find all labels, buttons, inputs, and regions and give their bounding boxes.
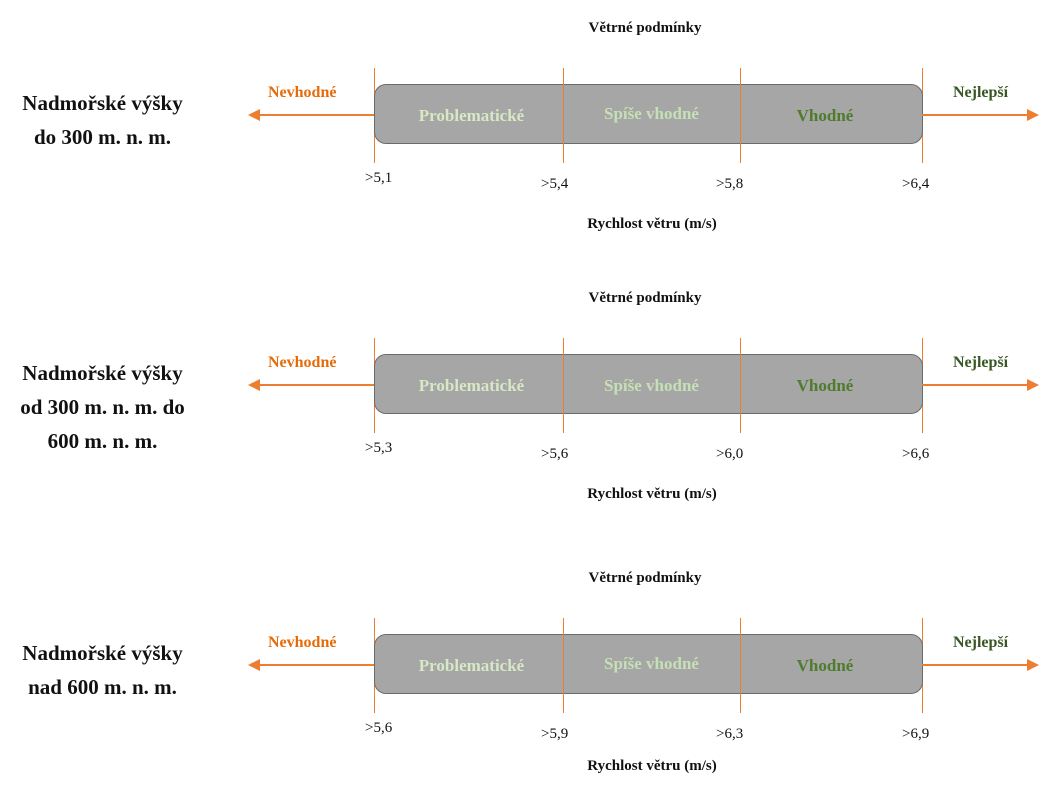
tick-label: >6,6 — [902, 446, 930, 462]
condition-bar — [374, 84, 923, 144]
segment-divider-2 — [740, 84, 741, 144]
tick-label: >6,9 — [902, 726, 930, 742]
altitude-label-line: 600 m. n. m. — [47, 429, 158, 453]
tick-label: >5,6 — [365, 720, 393, 736]
panel-altitude-over-600: Větrné podmínky Nadmořské výšky nad 600 … — [0, 550, 1039, 812]
tick-label: >6,0 — [716, 446, 744, 462]
tick-label: >6,4 — [902, 176, 930, 192]
segment-problematicke: Problematické — [418, 656, 525, 675]
altitude-label-line: od 300 m. n. m. do — [20, 395, 185, 419]
altitude-label-line: Nadmořské výšky — [22, 361, 183, 385]
label-nejlepsi: Nejlepší — [953, 634, 1009, 651]
segment-divider-2 — [740, 634, 741, 694]
axis-title: Rychlost větru (m/s) — [587, 486, 717, 502]
tick-label: >5,1 — [365, 170, 393, 186]
altitude-label-line: Nadmořské výšky — [22, 641, 183, 665]
altitude-label-line: nad 600 m. n. m. — [28, 675, 177, 699]
tick-label: >6,3 — [716, 726, 744, 742]
tick-label: >5,8 — [716, 176, 744, 192]
tick-label: >5,6 — [541, 446, 569, 462]
arrow-right-head-icon — [1027, 379, 1039, 391]
axis-title: Rychlost větru (m/s) — [587, 216, 717, 232]
panel-altitude-up-to-300: Větrné podmínky Nadmořské výšky do 300 m… — [0, 0, 1039, 262]
panel-altitude-300-to-600: Větrné podmínky Nadmořské výšky od 300 m… — [0, 270, 1039, 532]
arrow-right-line — [922, 114, 1030, 116]
arrow-left-head-icon — [248, 659, 260, 671]
altitude-label-line: Nadmořské výšky — [22, 91, 183, 115]
arrow-left-line — [258, 384, 374, 386]
panel-heading: Větrné podmínky — [588, 20, 702, 36]
segment-spise-vhodne: Spíše vhodné — [604, 104, 699, 123]
altitude-label: Nadmořské výšky od 300 m. n. m. do 600 m… — [0, 356, 205, 458]
arrow-left-line — [258, 114, 374, 116]
altitude-label: Nadmořské výšky do 300 m. n. m. — [0, 86, 205, 154]
tick-label: >5,4 — [541, 176, 569, 192]
tick-label: >5,3 — [365, 440, 393, 456]
arrow-left-line — [258, 664, 374, 666]
condition-bar — [374, 634, 923, 694]
segment-problematicke: Problematické — [418, 376, 525, 395]
arrow-right-head-icon — [1027, 659, 1039, 671]
arrow-left-head-icon — [248, 109, 260, 121]
label-nevhodne: Nevhodné — [268, 84, 337, 101]
label-nevhodne: Nevhodné — [268, 354, 337, 371]
panel-heading: Větrné podmínky — [588, 570, 702, 586]
segment-divider-2 — [740, 354, 741, 414]
segment-divider-1 — [563, 354, 564, 414]
label-nejlepsi: Nejlepší — [953, 84, 1009, 101]
panel-heading: Větrné podmínky — [588, 290, 702, 306]
altitude-label-line: do 300 m. n. m. — [33, 125, 172, 149]
label-nevhodne: Nevhodné — [268, 634, 337, 651]
altitude-label: Nadmořské výšky nad 600 m. n. m. — [0, 636, 205, 704]
arrow-right-line — [922, 384, 1030, 386]
segment-divider-1 — [563, 84, 564, 144]
segment-spise-vhodne: Spíše vhodné — [604, 376, 699, 395]
segment-divider-1 — [563, 634, 564, 694]
segment-vhodne: Vhodné — [796, 106, 854, 125]
segment-vhodne: Vhodné — [796, 376, 854, 395]
segment-vhodne: Vhodné — [796, 656, 854, 675]
axis-title: Rychlost větru (m/s) — [587, 758, 717, 774]
label-nejlepsi: Nejlepší — [953, 354, 1009, 371]
arrow-right-head-icon — [1027, 109, 1039, 121]
segment-spise-vhodne: Spíše vhodné — [604, 654, 699, 673]
arrow-right-line — [922, 664, 1030, 666]
tick-label: >5,9 — [541, 726, 569, 742]
segment-problematicke: Problematické — [418, 106, 525, 125]
arrow-left-head-icon — [248, 379, 260, 391]
